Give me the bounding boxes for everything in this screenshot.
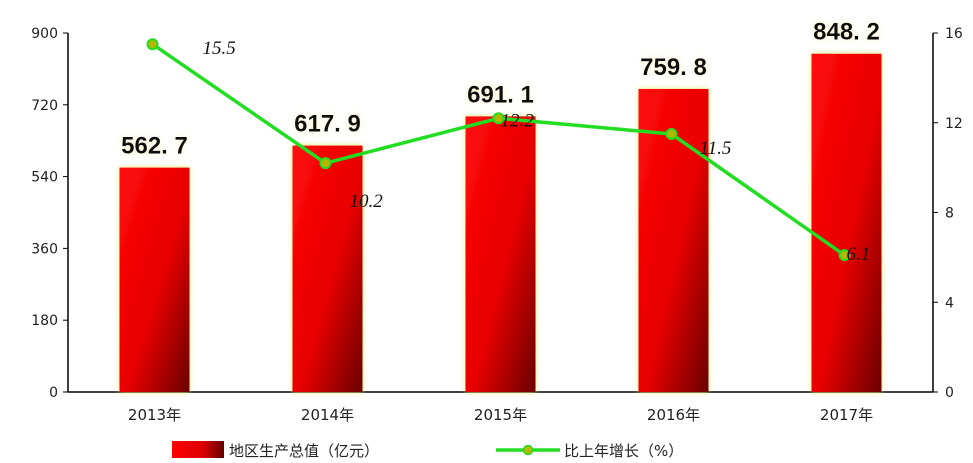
left-tick-label: 360 [31,241,58,257]
line-value-label: 15.5 [203,38,236,59]
left-tick-label: 0 [49,385,58,401]
category-label: 2017年 [820,406,873,424]
right-tick-label: 12 [945,116,963,132]
legend-line-label: 比上年增长（%） [564,442,683,460]
bar-value-label: 848. 2 [813,19,880,46]
category-label: 2016年 [647,406,700,424]
bar-value-label: 759. 8 [640,54,707,81]
line-point [492,112,505,125]
right-tick-label: 4 [945,295,954,311]
legend-bar-label: 地区生产总值（亿元） [229,442,379,460]
legend-line-marker [522,444,534,456]
left-tick-label: 720 [31,98,58,114]
bar [465,116,536,393]
bar-value-label: 562. 7 [121,133,188,160]
right-axis-ticks: 0 4 8 12 16 [933,26,963,401]
line-series: 15.5 10.2 12.2 11.5 6.1 [146,38,871,265]
line-value-label: 11.5 [700,138,732,159]
right-tick-label: 8 [945,206,954,222]
bar [292,145,363,392]
line-point [319,157,332,170]
bar-value-label: 691. 1 [467,81,534,108]
left-tick-label: 180 [31,313,58,329]
bar-series: 562. 7 617. 9 691. 1 759. 8 848. 2 [119,19,882,393]
line-point [838,249,851,262]
bar-value-label: 617. 9 [294,111,361,138]
left-tick-label: 540 [31,170,58,186]
line-value-label: 6.1 [847,244,871,265]
line-point [146,38,159,51]
category-label: 2015年 [474,406,527,424]
bar [119,167,190,392]
line-value-label: 12.2 [501,110,535,131]
category-labels: 2013年 2014年 2015年 2016年 2017年 [128,406,873,424]
right-tick-label: 16 [945,26,963,42]
left-axis-ticks: 0 180 360 540 720 900 [31,26,68,401]
line-value-label: 10.2 [350,191,384,212]
right-tick-label: 0 [945,385,954,401]
category-label: 2014年 [301,406,354,424]
bar [811,53,882,392]
legend: 地区生产总值（亿元） 比上年增长（%） [172,441,683,460]
left-tick-label: 900 [31,26,58,42]
legend-bar-swatch [172,441,224,458]
category-label: 2013年 [128,406,181,424]
line-point [665,127,678,140]
